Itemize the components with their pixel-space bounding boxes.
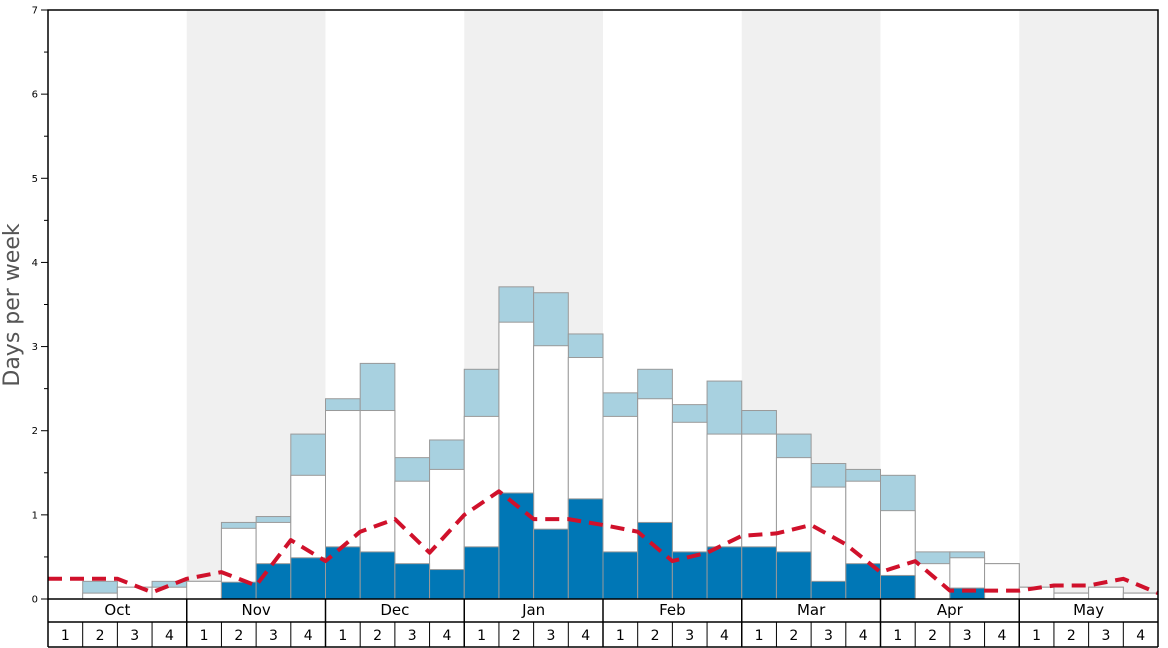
- week-label: 2: [512, 628, 521, 644]
- week-label: 1: [200, 628, 209, 644]
- week-label: 3: [547, 628, 556, 644]
- bar-white-31: [1122, 592, 1159, 600]
- trend-line-group: [48, 489, 1159, 595]
- bar-dark-24: [880, 574, 916, 600]
- week-label: 3: [408, 628, 417, 644]
- week-label: 4: [165, 628, 174, 644]
- bar-white-25: [914, 563, 951, 600]
- bar-dark-14: [533, 528, 569, 600]
- y-tick-label: 3: [32, 342, 38, 353]
- week-label: 1: [338, 628, 347, 644]
- y-tick-label: 6: [32, 90, 38, 101]
- week-label: 3: [1102, 628, 1111, 644]
- y-tick-label: 0: [32, 595, 38, 606]
- week-label: 4: [581, 628, 590, 644]
- month-label-nov: Nov: [241, 601, 270, 619]
- month-label-jan: Jan: [521, 601, 545, 619]
- week-label: 3: [130, 628, 139, 644]
- bar-dark-19: [706, 546, 743, 600]
- bar-white-27: [984, 563, 1020, 600]
- week-label: 2: [928, 628, 937, 644]
- week-label: 4: [304, 628, 313, 644]
- week-label: 3: [685, 628, 694, 644]
- week-label: 4: [859, 628, 868, 644]
- week-label: 1: [893, 628, 902, 644]
- week-label: 1: [1032, 628, 1041, 644]
- week-label: 1: [616, 628, 625, 644]
- week-label: 2: [789, 628, 798, 644]
- month-label-dec: Dec: [380, 601, 409, 619]
- bar-dark-20: [741, 546, 777, 600]
- week-label: 4: [997, 628, 1006, 644]
- week-label: 2: [373, 628, 382, 644]
- bar-dark-7: [290, 557, 326, 600]
- bar-white-30: [1088, 586, 1124, 600]
- bar-dark-15: [567, 498, 604, 600]
- y-tick-label: 1: [32, 510, 38, 521]
- week-label: 1: [477, 628, 486, 644]
- week-label: 1: [61, 628, 70, 644]
- week-label: 2: [234, 628, 243, 644]
- y-tick-label: 2: [32, 426, 38, 437]
- bar-dark-16: [602, 551, 639, 600]
- month-label-apr: Apr: [937, 601, 964, 619]
- y-axis-label: Days per week: [0, 223, 25, 386]
- bar-white-1: [82, 592, 118, 600]
- bars: [82, 286, 1159, 600]
- week-label: 1: [755, 628, 764, 644]
- bar-white-4: [186, 580, 222, 600]
- week-label: 3: [963, 628, 972, 644]
- week-label: 2: [1067, 628, 1076, 644]
- month-label-feb: Feb: [659, 601, 686, 619]
- bar-dark-10: [394, 563, 431, 600]
- month-label-oct: Oct: [104, 601, 130, 619]
- month-label-mar: Mar: [797, 601, 826, 619]
- bar-dark-13: [498, 492, 535, 600]
- x-axis: Oct 1 2 3 4 Nov 1 2 3 4 Dec 1 2 3 4 Jan 1 2 3 4 Feb 1 2 3 4 Mar 1 2…: [47, 599, 1159, 648]
- bar-dark-22: [810, 580, 847, 600]
- bar-dark-9: [359, 551, 396, 600]
- week-label: 3: [824, 628, 833, 644]
- month-band-may: [1019, 10, 1158, 599]
- bar-white-29: [1053, 592, 1090, 600]
- y-tick-label: 4: [32, 258, 38, 269]
- bar-dark-8: [325, 546, 361, 600]
- bar-dark-11: [429, 569, 465, 600]
- week-label: 2: [651, 628, 660, 644]
- week-label: 4: [720, 628, 729, 644]
- week-label: 4: [1136, 628, 1145, 644]
- week-label: 2: [96, 628, 105, 644]
- bar-dark-21: [775, 551, 812, 600]
- y-tick-label: 5: [32, 174, 38, 185]
- bar-dark-12: [463, 546, 500, 600]
- trend-line: [48, 489, 1159, 595]
- y-tick-label: 7: [32, 6, 38, 17]
- y-axis: 0 1 2 3 4 5 6 7: [32, 6, 48, 606]
- week-label: 3: [269, 628, 278, 644]
- week-label: 4: [442, 628, 451, 644]
- month-label-may: May: [1073, 601, 1104, 619]
